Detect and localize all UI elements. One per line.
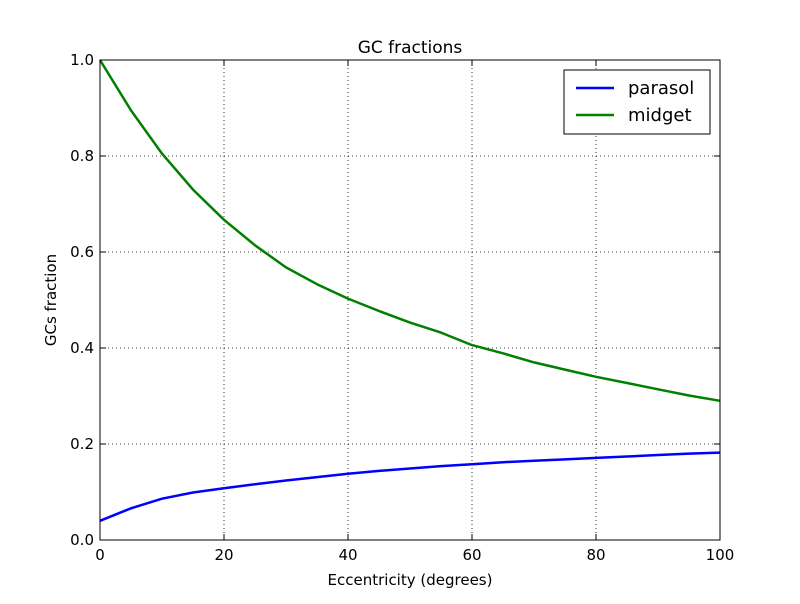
legend: parasol midget (563, 69, 711, 135)
y-tick-label: 0.4 (70, 339, 94, 357)
x-tick-label: 80 (586, 546, 605, 564)
y-tick-label: 0.6 (70, 243, 94, 261)
y-tick-label: 0.8 (70, 147, 94, 165)
y-axis-label: GCs fraction (42, 254, 60, 346)
x-tick-label: 60 (462, 546, 481, 564)
x-tick-label: 40 (338, 546, 357, 564)
chart-title: GC fractions (358, 38, 463, 58)
x-tick-label: 100 (706, 546, 735, 564)
series-line-parasol (99, 451, 721, 522)
legend-label-parasol: parasol (628, 78, 694, 99)
y-tick-label: 1.0 (70, 51, 94, 69)
legend-box (563, 69, 711, 135)
x-tick-label: 0 (95, 546, 105, 564)
series-line-midget (98, 59, 721, 403)
axis-ticks: 0 20 40 60 80 100 0.0 0.2 0.4 0.6 0.8 1.0 (70, 51, 734, 564)
plot-frame (99, 59, 721, 541)
grid-lines (100, 60, 720, 540)
x-axis-label: Eccentricity (degrees) (328, 571, 493, 589)
series-lines (98, 59, 721, 522)
x-tick-label: 20 (214, 546, 233, 564)
y-tick-label: 0.0 (70, 531, 94, 549)
legend-label-midget: midget (628, 105, 692, 126)
y-tick-label: 0.2 (70, 435, 94, 453)
